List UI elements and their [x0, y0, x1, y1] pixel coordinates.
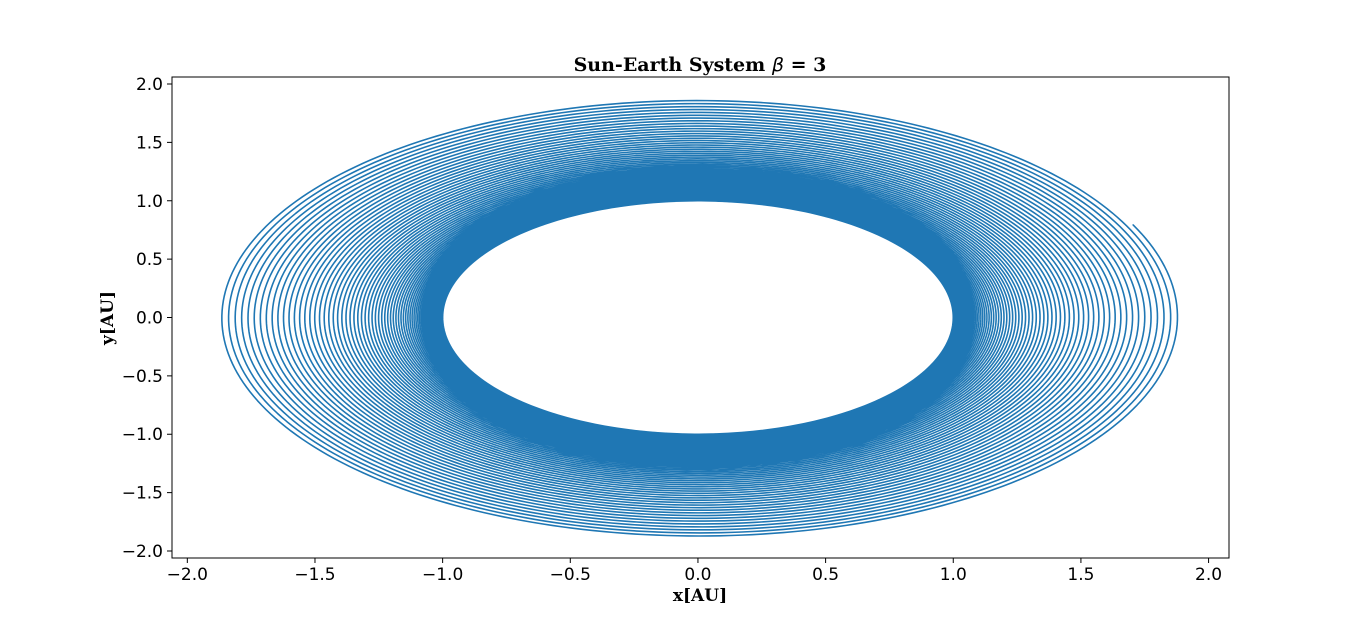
y-tick-label: −0.5	[122, 367, 163, 387]
x-tick-label: −1.0	[422, 565, 463, 585]
x-tick-label: 1.0	[940, 565, 967, 585]
x-tick-label: 2.0	[1195, 565, 1222, 585]
y-axis-ticks: 2.0 1.5 1.0 0.5 0.0 −0.5 −1.0 −1.5 −2.0	[122, 75, 172, 562]
plot-area	[171, 76, 1230, 559]
title-beta-symbol: β	[771, 54, 784, 76]
title-suffix: = 3	[791, 54, 827, 76]
x-tick-label: 0.5	[812, 565, 839, 585]
y-tick-label: 2.0	[136, 75, 163, 95]
x-tick-label: −0.5	[550, 565, 591, 585]
y-axis-label: y[AU]	[98, 291, 118, 346]
y-tick-label: 1.0	[136, 192, 163, 212]
y-tick-label: 1.5	[136, 133, 163, 153]
orbit-spiral-line	[221, 99, 1179, 537]
title-text: Sun-Earth System	[574, 54, 766, 76]
y-tick-label: 0.0	[136, 309, 163, 329]
chart-title: Sun-Earth System β = 3	[574, 54, 827, 76]
x-tick-label: −2.0	[167, 565, 208, 585]
x-tick-label: 0.0	[684, 565, 711, 585]
x-axis-ticks: −2.0 −1.5 −1.0 −0.5 0.0 0.5 1.0 1.5 2.0	[167, 558, 1222, 585]
y-tick-label: −1.5	[122, 484, 163, 504]
y-tick-label: −1.0	[122, 425, 163, 445]
x-tick-label: −1.5	[294, 565, 335, 585]
x-axis-label: x[AU]	[673, 586, 727, 606]
y-tick-label: 0.5	[136, 250, 163, 270]
x-tick-label: 1.5	[1067, 565, 1094, 585]
y-tick-label: −2.0	[122, 542, 163, 562]
